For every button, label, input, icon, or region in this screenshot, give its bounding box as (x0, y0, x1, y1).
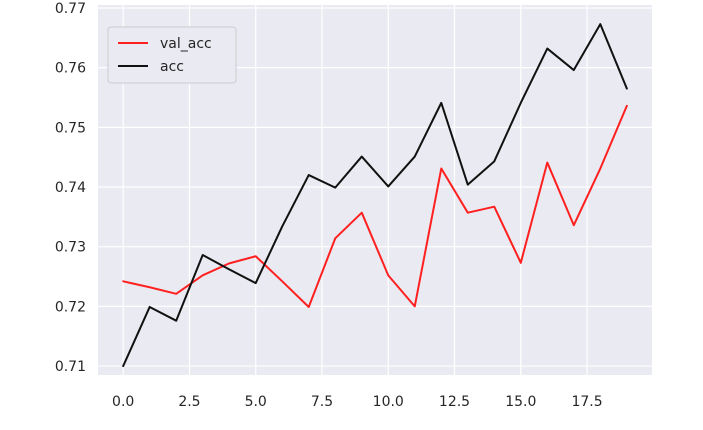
legend-label-val-acc: val_acc (160, 36, 212, 52)
y-tick-label: 0.71 (55, 359, 86, 375)
y-tick-label: 0.77 (55, 1, 86, 17)
y-tick-label: 0.76 (55, 61, 86, 77)
legend-box (107, 26, 237, 84)
series-line-acc (122, 23, 628, 368)
y-tick-label: 0.75 (55, 120, 86, 136)
x-tick-label: 15.0 (505, 394, 536, 410)
x-axis-ticks: 0.0 2.5 5.0 7.5 10.0 12.5 15.0 17.5 (112, 394, 603, 410)
y-axis-ticks: 0.71 0.72 0.73 0.74 0.75 0.76 0.77 (55, 1, 86, 375)
y-tick-label: 0.72 (55, 299, 86, 315)
legend-label-acc: acc (160, 59, 184, 75)
x-tick-label: 10.0 (373, 394, 404, 410)
x-tick-label: 5.0 (245, 394, 267, 410)
x-tick-label: 0.0 (112, 394, 134, 410)
x-tick-label: 7.5 (311, 394, 333, 410)
series-lines (122, 23, 628, 368)
legend: val_acc acc (107, 26, 237, 84)
x-tick-label: 12.5 (439, 394, 470, 410)
series-line-val-acc (122, 104, 628, 308)
y-tick-label: 0.73 (55, 240, 86, 256)
x-tick-label: 17.5 (571, 394, 602, 410)
x-tick-label: 2.5 (178, 394, 200, 410)
grid (98, 5, 652, 375)
y-tick-label: 0.74 (55, 180, 86, 196)
